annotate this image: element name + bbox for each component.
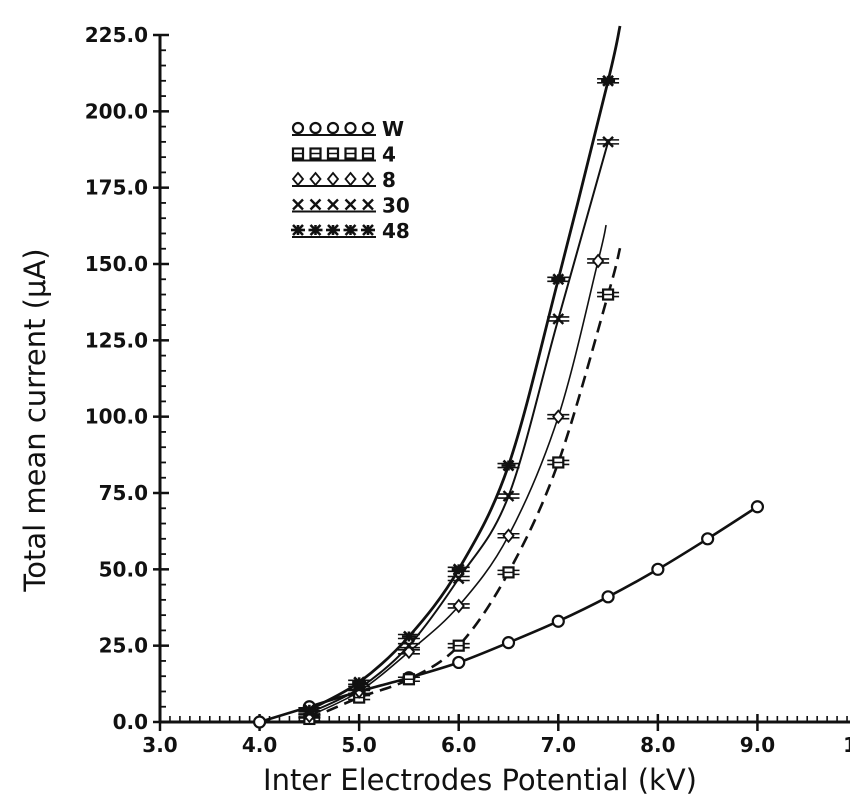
data-point-4 bbox=[502, 566, 515, 579]
x-axis-label: Inter Electrodes Potential (kV) bbox=[263, 763, 697, 797]
data-point-W bbox=[601, 590, 615, 604]
y-tick-label: 50.0 bbox=[99, 557, 148, 581]
data-point-48 bbox=[401, 630, 416, 643]
y-tick-label: 25.0 bbox=[99, 634, 148, 658]
x-tick-label: 8.0 bbox=[640, 733, 675, 757]
x-tick-label: 9.0 bbox=[740, 733, 775, 757]
series-line-30 bbox=[308, 141, 610, 714]
legend-marker-4 bbox=[344, 147, 357, 160]
legend-marker-48 bbox=[361, 224, 375, 236]
legend-marker-48 bbox=[343, 224, 358, 236]
legend-marker-30 bbox=[309, 198, 322, 211]
y-tick-label: 125.0 bbox=[85, 328, 148, 352]
data-point-W bbox=[551, 614, 565, 628]
data-point-4 bbox=[552, 456, 565, 469]
data-point-30 bbox=[552, 313, 565, 325]
legend-marker-4 bbox=[291, 147, 305, 160]
legend-marker-W bbox=[309, 121, 322, 135]
legend-label-8: 8 bbox=[382, 168, 396, 192]
data-point-4 bbox=[402, 673, 416, 686]
y-axis-title: Total mean current (μA) bbox=[18, 248, 52, 592]
legend-marker-48 bbox=[291, 224, 305, 236]
series-markers bbox=[252, 74, 765, 729]
y-tick-label: 225.0 bbox=[85, 23, 148, 47]
legend-marker-8 bbox=[344, 171, 357, 187]
data-point-30 bbox=[452, 572, 465, 585]
data-point-W bbox=[750, 500, 765, 514]
legend-marker-8 bbox=[309, 171, 322, 187]
y-tick-label: 0.0 bbox=[113, 710, 148, 734]
x-tick-label: 7.0 bbox=[541, 733, 576, 757]
series-line-8 bbox=[309, 224, 607, 717]
x-tick-label: 6.0 bbox=[441, 733, 476, 757]
legend-marker-8 bbox=[326, 171, 340, 187]
legend-marker-30 bbox=[327, 198, 339, 211]
legend-marker-48 bbox=[326, 224, 340, 236]
data-point-30 bbox=[403, 639, 415, 652]
x-tick-label: 5.0 bbox=[341, 733, 376, 757]
data-point-W bbox=[501, 636, 516, 650]
data-point-48 bbox=[601, 74, 616, 87]
legend-marker-W bbox=[291, 121, 305, 135]
y-axis-label: Total mean current (μA) bbox=[18, 248, 52, 592]
legend-marker-48 bbox=[308, 224, 323, 236]
data-point-48 bbox=[551, 273, 566, 286]
y-tick-label: 100.0 bbox=[85, 405, 148, 429]
y-tick-label: 150.0 bbox=[85, 252, 148, 276]
data-point-30 bbox=[502, 490, 515, 502]
data-point-8 bbox=[552, 409, 565, 425]
data-point-W bbox=[452, 655, 466, 670]
data-point-48 bbox=[352, 676, 367, 689]
data-point-8 bbox=[502, 528, 515, 544]
data-point-48 bbox=[501, 459, 516, 472]
legend-marker-30 bbox=[362, 198, 374, 211]
legend-marker-30 bbox=[344, 198, 357, 211]
legend-label-48: 48 bbox=[382, 219, 410, 243]
legend-marker-W bbox=[344, 121, 357, 135]
legend-marker-4 bbox=[361, 147, 375, 160]
data-point-8 bbox=[352, 684, 366, 699]
data-point-W bbox=[701, 532, 715, 546]
data-point-4 bbox=[601, 288, 615, 301]
legend-label-W: W bbox=[382, 117, 404, 141]
data-point-48 bbox=[451, 563, 466, 576]
x-tick-label: 10 bbox=[843, 733, 850, 757]
y-tick-label: 200.0 bbox=[85, 99, 148, 123]
x-tick-label: 3.0 bbox=[142, 733, 177, 757]
legend-label-30: 30 bbox=[382, 194, 410, 218]
series-line-48 bbox=[308, 25, 622, 712]
legend-marker-W bbox=[326, 121, 340, 135]
legend-marker-4 bbox=[309, 147, 322, 160]
data-point-W bbox=[651, 562, 665, 576]
data-point-W bbox=[252, 715, 267, 729]
legend-marker-30 bbox=[292, 198, 304, 211]
x-tick-label: 4.0 bbox=[242, 733, 277, 757]
legend-marker-8 bbox=[361, 171, 375, 187]
legend-marker-8 bbox=[291, 171, 305, 187]
legend-marker-4 bbox=[326, 147, 340, 160]
legend-label-4: 4 bbox=[382, 143, 396, 167]
axes: 0.0 25.0 50.0 75.0 100.0 125.0 150.0 175.0 200.0… bbox=[85, 23, 850, 757]
data-point-8 bbox=[452, 598, 465, 614]
data-point-48 bbox=[302, 703, 317, 716]
data-point-8 bbox=[591, 253, 605, 269]
y-tick-label: 175.0 bbox=[85, 176, 148, 200]
y-tick-label: 75.0 bbox=[99, 481, 148, 505]
data-point-4 bbox=[452, 639, 465, 652]
legend-marker-W bbox=[361, 121, 375, 135]
data-point-30 bbox=[602, 136, 614, 148]
